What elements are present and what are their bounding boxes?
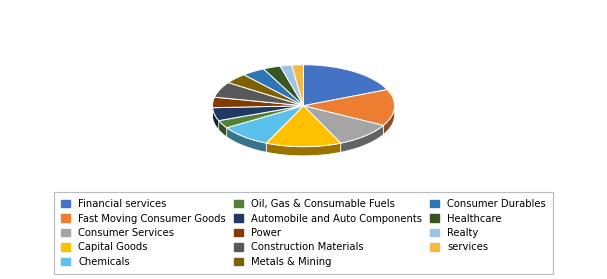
PathPatch shape (304, 90, 395, 126)
PathPatch shape (228, 75, 304, 106)
PathPatch shape (341, 126, 383, 152)
PathPatch shape (219, 121, 226, 137)
PathPatch shape (212, 97, 304, 108)
PathPatch shape (244, 69, 304, 106)
PathPatch shape (383, 106, 395, 134)
PathPatch shape (263, 66, 304, 106)
Legend: Financial services, Fast Moving Consumer Goods, Consumer Services, Capital Goods: Financial services, Fast Moving Consumer… (54, 192, 553, 274)
PathPatch shape (219, 106, 304, 128)
PathPatch shape (304, 65, 387, 106)
PathPatch shape (304, 106, 383, 143)
PathPatch shape (292, 65, 304, 106)
PathPatch shape (226, 128, 266, 152)
PathPatch shape (214, 83, 304, 106)
PathPatch shape (226, 106, 304, 143)
PathPatch shape (266, 106, 341, 147)
PathPatch shape (212, 108, 219, 130)
PathPatch shape (212, 106, 304, 121)
PathPatch shape (280, 65, 304, 106)
PathPatch shape (266, 143, 341, 156)
